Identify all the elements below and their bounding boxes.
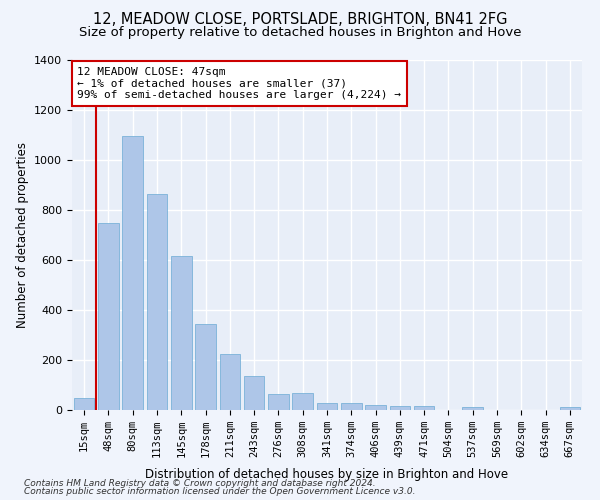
Bar bbox=[122, 136, 143, 410]
Bar bbox=[463, 407, 483, 410]
Bar bbox=[341, 402, 362, 410]
Bar bbox=[560, 407, 580, 410]
Bar bbox=[220, 354, 240, 410]
Bar bbox=[171, 256, 191, 410]
Y-axis label: Number of detached properties: Number of detached properties bbox=[16, 142, 29, 328]
Text: Contains public sector information licensed under the Open Government Licence v3: Contains public sector information licen… bbox=[24, 487, 415, 496]
Text: Size of property relative to detached houses in Brighton and Hove: Size of property relative to detached ho… bbox=[79, 26, 521, 39]
Text: 12, MEADOW CLOSE, PORTSLADE, BRIGHTON, BN41 2FG: 12, MEADOW CLOSE, PORTSLADE, BRIGHTON, B… bbox=[93, 12, 507, 26]
Text: Contains HM Land Registry data © Crown copyright and database right 2024.: Contains HM Land Registry data © Crown c… bbox=[24, 478, 376, 488]
Bar bbox=[195, 324, 216, 410]
Bar bbox=[268, 394, 289, 410]
Bar bbox=[98, 222, 119, 410]
X-axis label: Distribution of detached houses by size in Brighton and Hove: Distribution of detached houses by size … bbox=[145, 468, 509, 481]
Text: 12 MEADOW CLOSE: 47sqm
← 1% of detached houses are smaller (37)
99% of semi-deta: 12 MEADOW CLOSE: 47sqm ← 1% of detached … bbox=[77, 67, 401, 100]
Bar bbox=[389, 406, 410, 410]
Bar bbox=[146, 194, 167, 410]
Bar bbox=[317, 402, 337, 410]
Bar bbox=[292, 392, 313, 410]
Bar bbox=[414, 406, 434, 410]
Bar bbox=[74, 398, 94, 410]
Bar bbox=[244, 376, 265, 410]
Bar bbox=[365, 404, 386, 410]
